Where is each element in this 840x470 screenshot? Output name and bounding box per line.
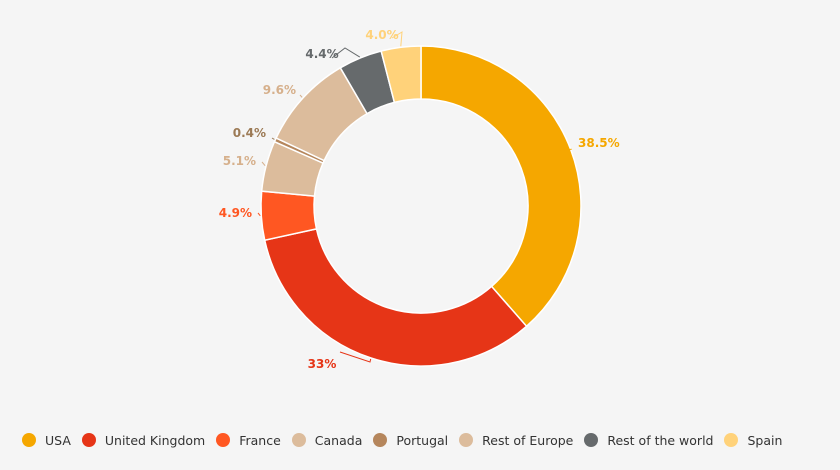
slice-label-canada: 5.1%	[223, 154, 256, 168]
legend-item-united-kingdom[interactable]: United Kingdom	[81, 432, 206, 448]
slice-label-rest-of-the-world: 4.4%	[305, 47, 338, 61]
leader-line-portugal	[271, 137, 275, 140]
leader-line-france	[257, 212, 261, 217]
slice-label-rest-of-europe: 9.6%	[263, 83, 296, 97]
legend-label-usa: USA	[45, 432, 71, 448]
slices-layer	[260, 45, 582, 367]
legend-swatch-rest-of-europe	[459, 433, 474, 447]
slice-label-spain: 4.0%	[365, 28, 398, 42]
legend-item-spain[interactable]: Spain	[724, 433, 782, 448]
leader-line-usa	[559, 148, 572, 151]
legend-swatch-rest-of-the-world	[584, 433, 599, 447]
slice-label-france: 4.9%	[219, 206, 252, 220]
legend-swatch-canada	[291, 433, 306, 447]
leader-line-rest-of-europe	[299, 94, 303, 98]
slice-label-usa: 38.5%	[578, 136, 620, 150]
leader-line-rest-of-the-world	[331, 47, 361, 59]
legend-item-rest-of-europe[interactable]: Rest of Europe	[459, 433, 573, 448]
slice-labels-layer: 38.5% 33% 4.9% 5.1% 0.4% 9.6% 4.4% 4.0%	[219, 28, 620, 371]
legend-item-rest-of-the-world[interactable]: Rest of the world	[584, 433, 713, 448]
legend-swatch-spain	[724, 433, 739, 447]
legend-label-rest-of-europe: Rest of Europe	[482, 432, 574, 448]
slice-label-portugal: 0.4%	[233, 126, 266, 140]
legend-swatch-usa	[22, 433, 36, 447]
legend-label-france: France	[239, 432, 281, 448]
slice-label-united-kingdom: 33%	[308, 357, 337, 371]
legend-item-france[interactable]: France	[216, 433, 281, 448]
legend-swatch-portugal	[373, 433, 388, 447]
legend-label-united-kingdom: United Kingdom	[104, 432, 206, 448]
leader-line-spain	[391, 31, 403, 47]
legend-label-spain: Spain	[747, 432, 783, 448]
legend-item-canada[interactable]: Canada	[291, 432, 363, 448]
slice-united-kingdom[interactable]	[263, 227, 528, 367]
legend-label-canada: Canada	[314, 432, 363, 448]
slice-spain[interactable]	[380, 45, 422, 104]
legend-label-rest-of-the-world: Rest of the world	[607, 432, 714, 448]
chart-legend: USA United Kingdom France Canada Portuga…	[22, 430, 782, 450]
leader-line-united-kingdom	[339, 351, 372, 363]
legend-label-portugal: Portugal	[396, 432, 449, 448]
legend-swatch-united-kingdom	[81, 433, 96, 447]
slice-usa[interactable]	[420, 45, 582, 328]
legend-swatch-france	[216, 433, 231, 447]
leader-lines-layer	[257, 31, 572, 363]
legend-item-usa[interactable]: USA	[22, 433, 71, 448]
leader-line-canada	[261, 161, 266, 167]
legend-item-portugal[interactable]: Portugal	[373, 433, 448, 448]
